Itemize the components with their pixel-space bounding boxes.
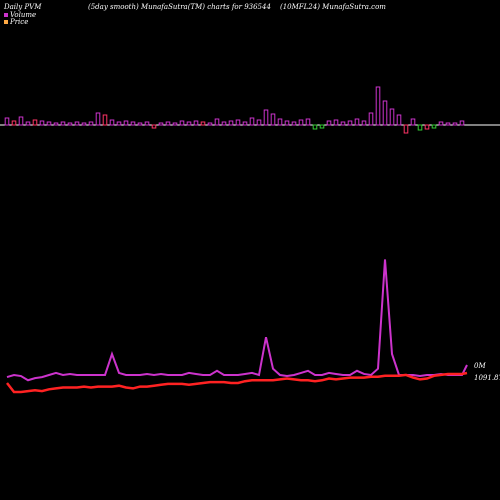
price-line xyxy=(6,371,468,394)
volume-bar xyxy=(347,120,353,126)
volume-bar xyxy=(396,114,402,126)
volume-bar xyxy=(32,119,38,126)
volume-legend-label: Volume xyxy=(10,11,36,19)
volume-bar xyxy=(214,118,220,126)
volume-bar xyxy=(326,120,332,126)
volume-bar xyxy=(25,121,31,126)
volume-bar xyxy=(4,117,10,126)
volume-bar xyxy=(431,124,437,129)
volume-value-label: 0M xyxy=(474,362,486,370)
volume-bar xyxy=(361,120,367,126)
volume-bar xyxy=(284,120,290,126)
volume-bar xyxy=(179,120,185,126)
volume-bar xyxy=(298,119,304,126)
volume-bar xyxy=(354,118,360,126)
volume-bar xyxy=(172,122,178,126)
volume-bar xyxy=(277,118,283,126)
volume-bar xyxy=(11,120,17,126)
volume-bar xyxy=(39,120,45,126)
header-left: Daily PVM xyxy=(3,3,42,11)
volume-bar xyxy=(102,114,108,126)
volume-bar xyxy=(270,113,276,126)
volume-bar xyxy=(88,121,94,126)
volume-bar xyxy=(46,121,52,126)
volume-bars xyxy=(4,86,465,134)
volume-bar xyxy=(165,121,171,126)
volume-line xyxy=(6,259,468,382)
volume-bar xyxy=(158,122,164,126)
volume-bar xyxy=(67,122,73,126)
volume-bar xyxy=(319,124,325,129)
volume-bar xyxy=(228,120,234,126)
volume-bar xyxy=(81,122,87,126)
header-right: (10MFL24) MunafaSutra.com xyxy=(280,3,386,11)
volume-bar xyxy=(151,124,157,129)
volume-bar xyxy=(109,119,115,126)
volume-bar xyxy=(221,121,227,126)
volume-bar xyxy=(74,121,80,126)
volume-bar xyxy=(305,118,311,126)
volume-bar xyxy=(403,124,409,134)
volume-bar xyxy=(389,108,395,126)
volume-bar xyxy=(417,124,423,131)
volume-bar xyxy=(263,109,269,126)
volume-bar xyxy=(291,121,297,126)
volume-bar xyxy=(116,121,122,126)
price-legend-label: Price xyxy=(9,18,28,26)
volume-bar xyxy=(200,121,206,126)
volume-bar xyxy=(60,121,66,126)
volume-bar xyxy=(312,124,318,130)
volume-bar xyxy=(333,119,339,126)
price-legend-swatch xyxy=(4,20,8,24)
volume-bar xyxy=(137,122,143,126)
volume-bar xyxy=(207,122,213,126)
volume-bar xyxy=(438,121,444,126)
volume-bar xyxy=(242,121,248,126)
volume-bar xyxy=(340,121,346,126)
volume-bar xyxy=(256,119,262,126)
volume-bar xyxy=(410,118,416,126)
volume-bar xyxy=(123,120,129,126)
volume-bar xyxy=(452,122,458,126)
volume-bar xyxy=(445,122,451,126)
volume-bar xyxy=(18,116,24,126)
volume-bar xyxy=(193,120,199,126)
volume-bar xyxy=(459,120,465,126)
volume-bar xyxy=(130,121,136,126)
header-middle: (5day smooth) MunafaSutra(TM) charts for… xyxy=(88,3,271,11)
volume-bar xyxy=(235,119,241,126)
volume-bar xyxy=(382,100,388,126)
volume-bar xyxy=(95,112,101,126)
volume-bar xyxy=(368,112,374,126)
volume-bar xyxy=(249,117,255,126)
price-value-label: 1091.87 xyxy=(474,374,500,382)
volume-bar xyxy=(144,121,150,126)
volume-legend-swatch xyxy=(4,13,8,17)
volume-bar xyxy=(375,86,381,126)
volume-bar xyxy=(53,122,59,126)
volume-bar xyxy=(424,124,430,130)
volume-bar xyxy=(186,121,192,126)
